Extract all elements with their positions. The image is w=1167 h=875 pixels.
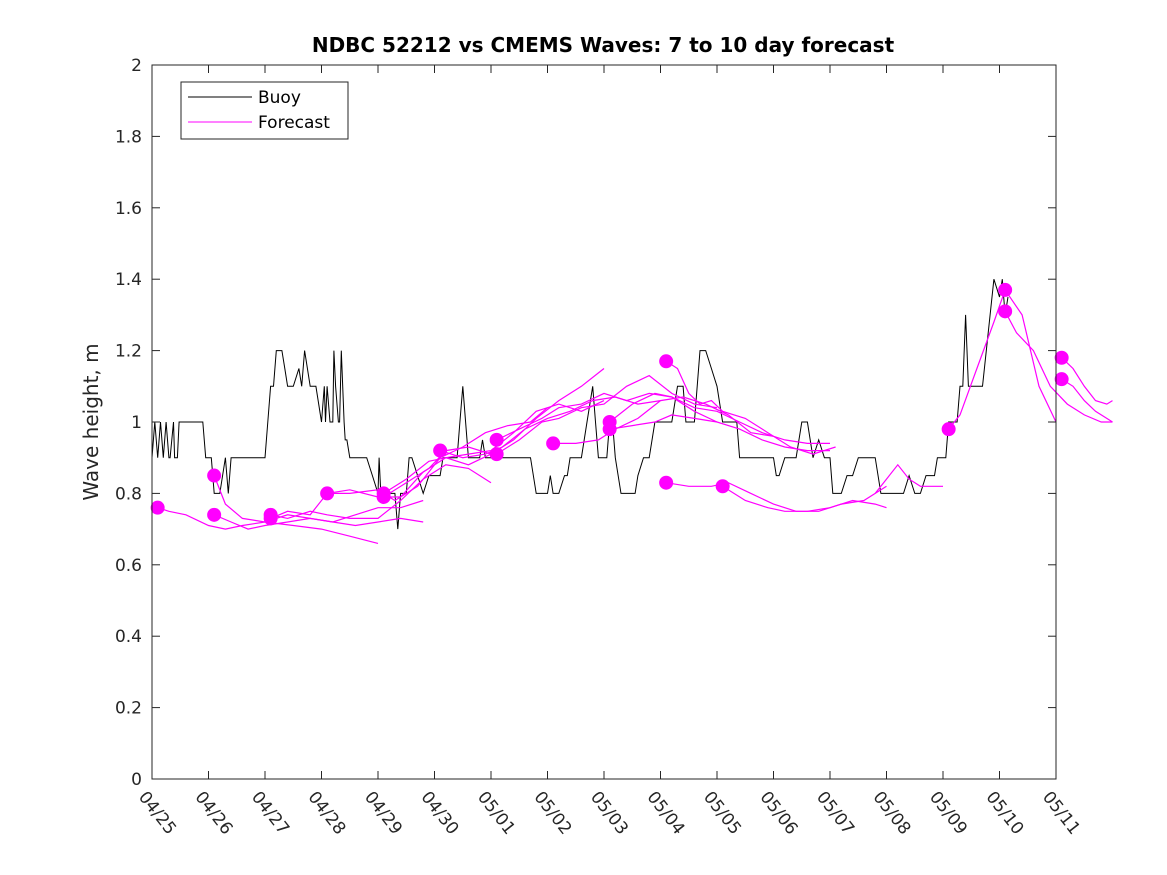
forecast-series-line [1061, 378, 1113, 423]
forecast-series-line [327, 407, 548, 502]
forecast-series-line [722, 485, 887, 512]
forecast-series-line [874, 463, 943, 494]
y-tick-label: 0.8 [115, 484, 142, 504]
forecast-start-marker [150, 500, 165, 515]
forecast-start-marker [489, 432, 504, 447]
y-tick-label: 1.4 [115, 270, 142, 290]
y-tick-label: 0.4 [115, 627, 142, 647]
y-tick-label: 1.6 [115, 199, 142, 219]
y-tick-label: 1.2 [115, 342, 142, 362]
forecast-series-line [496, 374, 718, 455]
forecast-start-marker [263, 511, 278, 526]
forecast-start-marker [1054, 350, 1069, 365]
legend-label-forecast: Forecast [258, 113, 330, 133]
y-axis-label: Wave height, m [79, 343, 103, 500]
forecast-series-line [665, 360, 836, 455]
y-tick-label: 0.6 [115, 556, 142, 576]
forecast-start-marker [546, 436, 561, 451]
legend-label-buoy: Buoy [258, 88, 301, 108]
forecast-start-marker [659, 354, 674, 369]
forecast-start-marker [941, 422, 956, 437]
legend: Buoy Forecast [180, 81, 349, 140]
forecast-series-line [1004, 311, 1113, 423]
marker-layer [150, 282, 1069, 526]
forecast-start-marker [998, 304, 1013, 319]
y-tick-label: 2 [131, 56, 142, 76]
forecast-series-line [496, 392, 718, 441]
forecast-start-marker [376, 486, 391, 501]
forecast-series-line [1061, 357, 1113, 405]
y-tick-label: 0.2 [115, 699, 142, 719]
forecast-start-marker [207, 468, 222, 483]
forecast-series-line [948, 288, 1057, 430]
forecast-start-marker [998, 282, 1013, 297]
forecast-start-marker [433, 443, 448, 458]
y-tick-label: 0 [131, 770, 142, 790]
y-tick-label: 1.8 [115, 127, 142, 147]
forecast-start-marker [207, 507, 222, 522]
chart-title: NDBC 52212 vs CMEMS Waves: 7 to 10 day f… [312, 33, 895, 57]
forecast-start-marker [715, 479, 730, 494]
forecast-start-marker [489, 447, 504, 462]
forecast-start-marker [659, 475, 674, 490]
legend-box [180, 81, 349, 140]
forecast-start-marker [602, 422, 617, 437]
y-tick-label: 1 [131, 413, 142, 433]
forecast-series-line [609, 392, 830, 444]
forecast-series-line [213, 514, 424, 530]
buoy-series-line [151, 279, 1009, 530]
forecast-start-marker [320, 486, 335, 501]
forecast-start-marker [1054, 372, 1069, 387]
forecast-series-line [666, 482, 887, 512]
forecast-series-line [157, 507, 379, 544]
